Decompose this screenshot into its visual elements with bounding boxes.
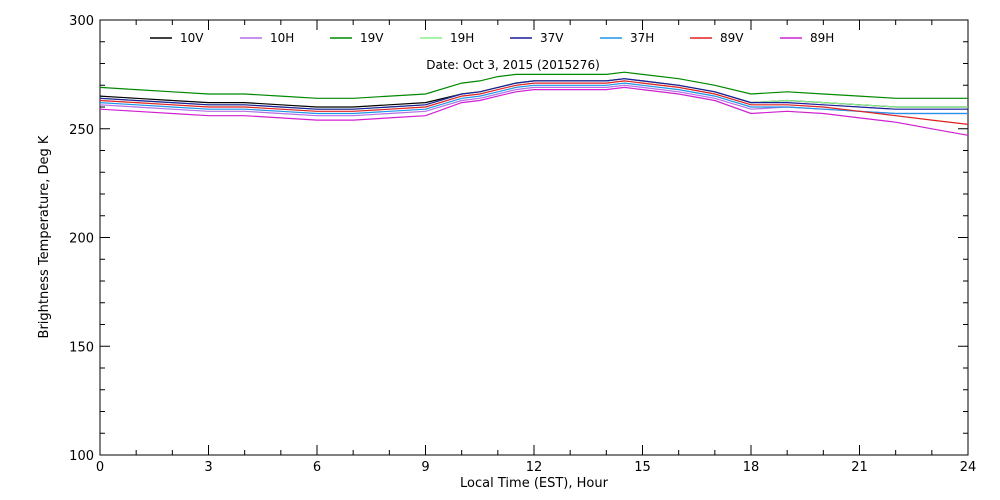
legend-label-19h: 19H bbox=[450, 31, 474, 45]
legend-label-19v: 19V bbox=[360, 31, 384, 45]
y-tick-label: 150 bbox=[69, 340, 94, 355]
series-line-19v bbox=[99, 71, 968, 99]
legend-label-10h: 10H bbox=[270, 31, 294, 45]
x-tick-label: 12 bbox=[526, 460, 543, 475]
x-axis-label: Local Time (EST), Hour bbox=[460, 476, 609, 491]
x-tick-label: 21 bbox=[851, 460, 868, 475]
x-tick-label: 18 bbox=[743, 460, 760, 475]
series-line-37v bbox=[99, 78, 968, 110]
x-tick-label: 3 bbox=[204, 460, 212, 475]
y-axis-label: Brightness Temperature, Deg K bbox=[37, 135, 52, 338]
y-tick-label: 100 bbox=[69, 449, 94, 464]
legend-label-37h: 37H bbox=[630, 31, 654, 45]
legend-label-10v: 10V bbox=[180, 31, 204, 45]
y-tick-label: 300 bbox=[69, 14, 94, 29]
x-tick-label: 6 bbox=[313, 460, 321, 475]
legend-label-89v: 89V bbox=[720, 31, 744, 45]
series-lines bbox=[99, 71, 969, 136]
y-tick-label: 250 bbox=[69, 123, 94, 138]
series-line-89v bbox=[99, 80, 969, 125]
x-tick-label: 9 bbox=[421, 460, 429, 475]
series-line-37h bbox=[99, 82, 968, 115]
series-line-89h bbox=[99, 86, 969, 136]
legend-label-89h: 89H bbox=[810, 31, 834, 45]
legend-label-37v: 37V bbox=[540, 31, 564, 45]
x-tick-label: 15 bbox=[634, 460, 651, 475]
legend: 10V 10H 19V 19H 37V 37H 89V 89H bbox=[150, 31, 834, 45]
x-tick-label: 24 bbox=[960, 460, 977, 475]
axis-ticks bbox=[99, 19, 969, 456]
y-tick-label: 200 bbox=[69, 232, 94, 247]
x-tick-label: 0 bbox=[96, 460, 104, 475]
date-annotation: Date: Oct 3, 2015 (2015276) bbox=[426, 58, 600, 72]
axis-tick-labels: 0 3 6 9 12 15 18 21 24 100 150 200 250 300 bbox=[69, 14, 976, 475]
